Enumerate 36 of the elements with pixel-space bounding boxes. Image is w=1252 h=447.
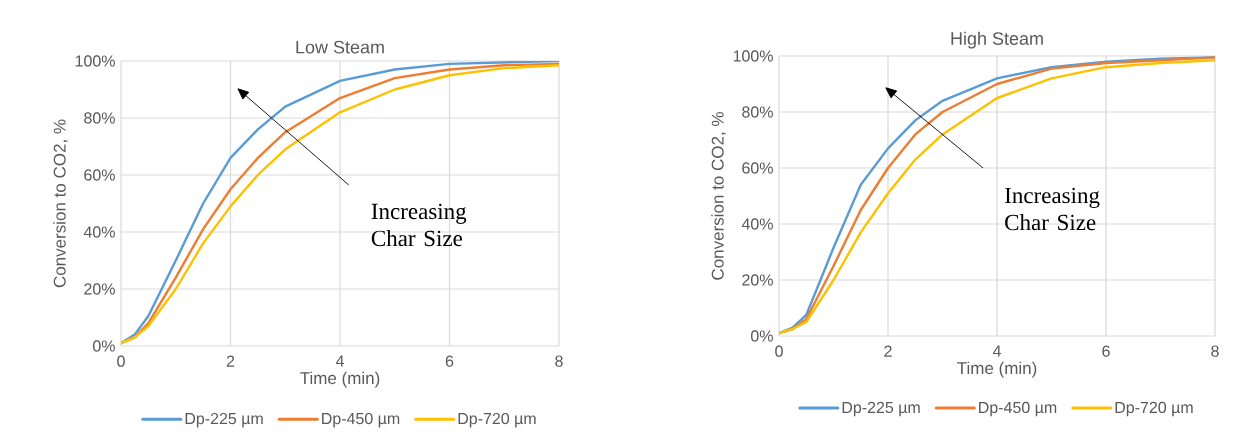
legend-label: Dp-225 µm (842, 401, 920, 417)
legend-label: Dp-720 µm (458, 412, 536, 428)
x-tick-label: 0 (117, 355, 125, 367)
chart-title: Low Steam (296, 40, 384, 54)
y-tick-label: 20% (742, 274, 773, 286)
y-axis-title: Conversion to CO2, % (711, 112, 726, 280)
x-tick-label: 8 (1211, 345, 1219, 357)
x-tick-label: 2 (226, 355, 235, 367)
y-tick-label: 40% (741, 218, 773, 230)
legend-label: Dp-225 µm (185, 412, 263, 428)
y-tick-label: 60% (84, 169, 115, 181)
legend-label: Dp-450 µm (322, 412, 400, 428)
x-tick-label: 4 (992, 345, 1001, 357)
annotation: Increasing Char Size (1005, 187, 1100, 231)
x-tick-label: 0 (775, 345, 783, 357)
y-tick-label: 100% (733, 50, 773, 62)
x-tick-label: 8 (555, 355, 563, 367)
x-tick-label: 6 (445, 355, 454, 367)
y-tick-label: 0% (92, 340, 115, 352)
annotation: Increasing Char Size (371, 203, 467, 247)
y-tick-label: 80% (742, 106, 773, 118)
y-axis-title: Conversion to CO2, % (53, 119, 68, 288)
y-tick-label: 100% (75, 55, 115, 67)
y-tick-label: 20% (84, 283, 115, 295)
x-tick-label: 4 (335, 355, 344, 367)
x-axis-title: Time (min) (957, 361, 1037, 378)
y-tick-label: 60% (742, 162, 773, 174)
chart-title: High Steam (951, 31, 1043, 49)
y-tick-label: 80% (84, 112, 115, 124)
x-tick-label: 6 (1102, 345, 1110, 357)
x-tick-label: 2 (884, 345, 892, 357)
y-tick-label: 0% (750, 330, 773, 342)
x-axis-title: Time (min) (300, 371, 380, 388)
legend-label: Dp-450 µm (979, 401, 1057, 417)
y-tick-label: 40% (83, 226, 115, 238)
legend-label: Dp-720 µm (1115, 401, 1193, 417)
